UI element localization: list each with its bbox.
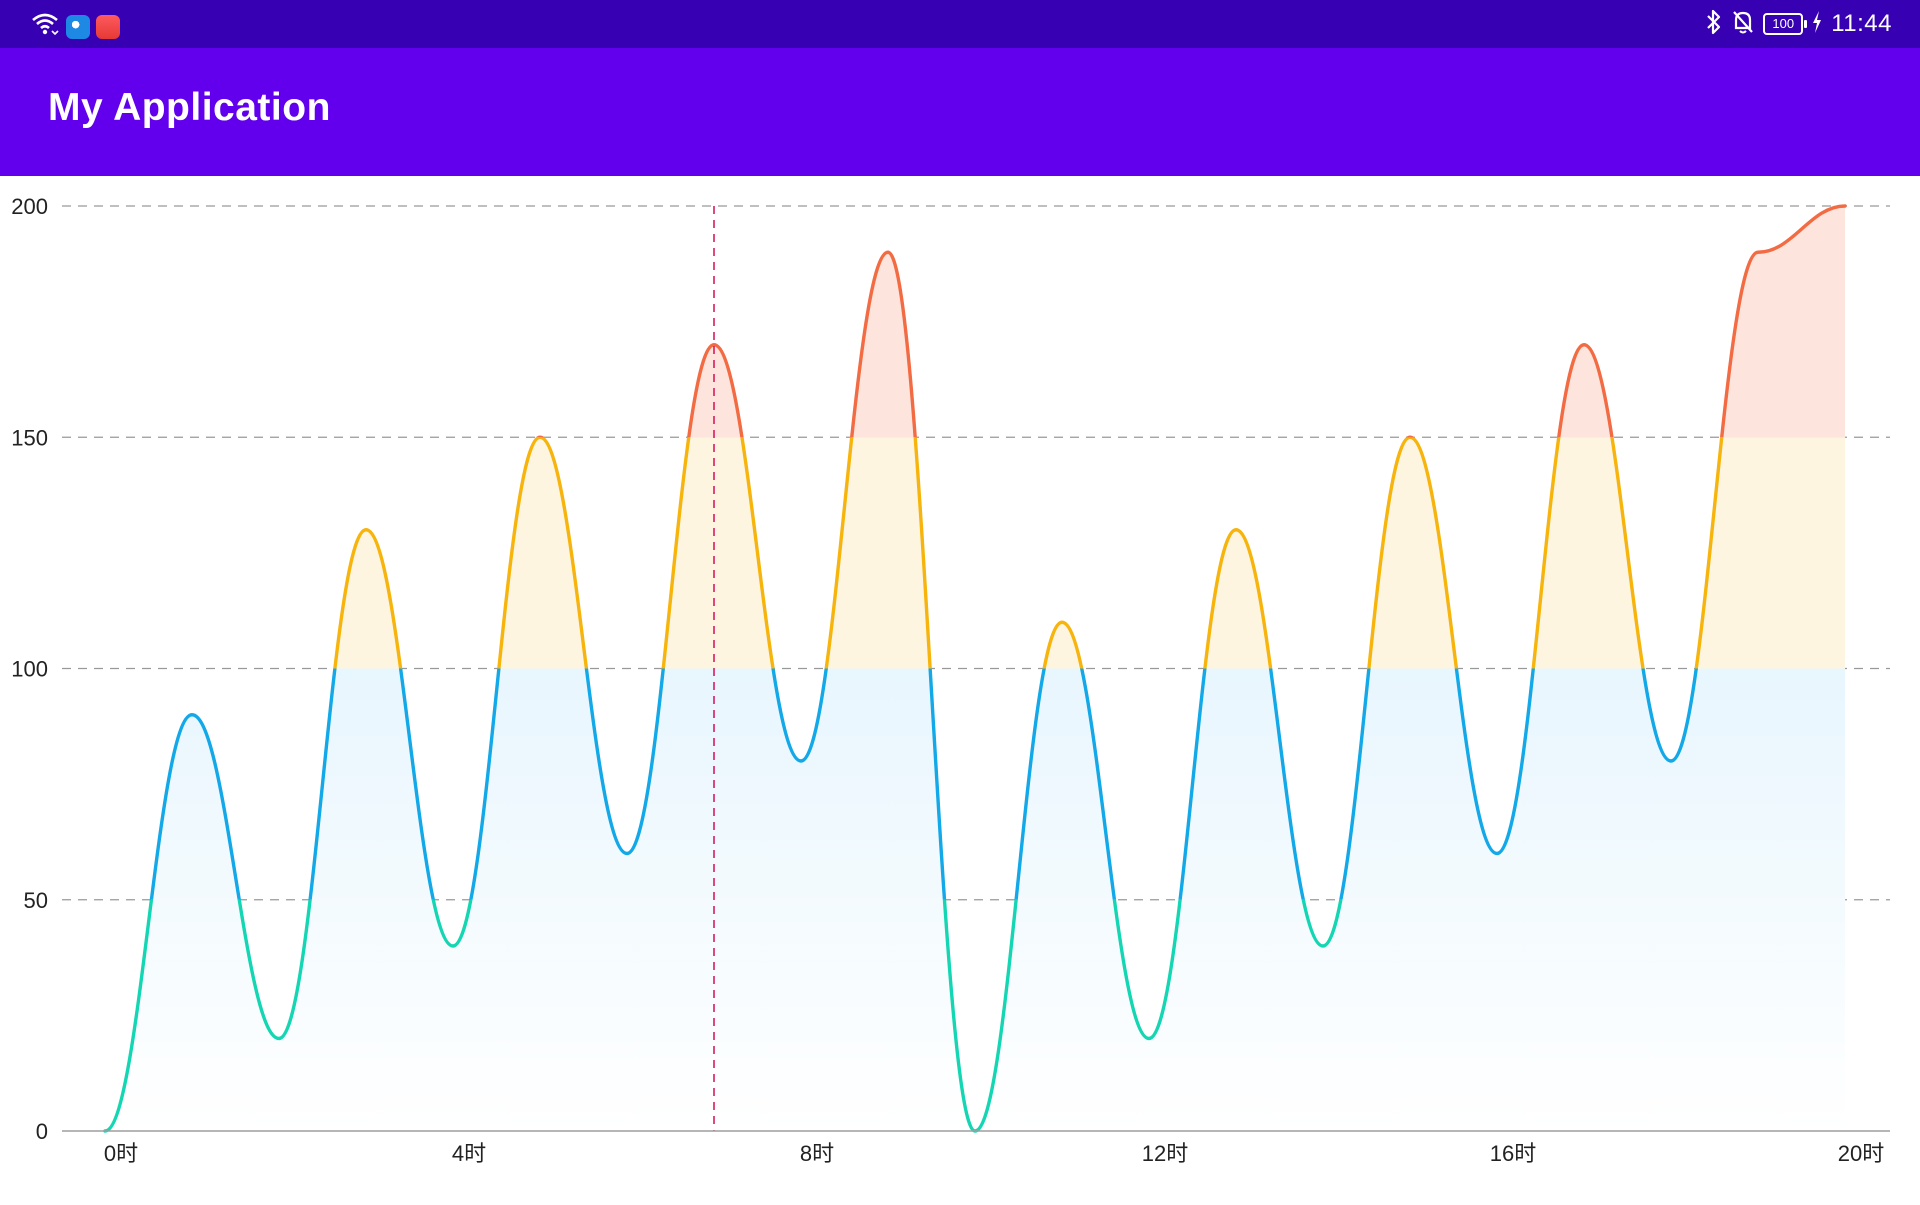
- bluetooth-icon: [1705, 9, 1723, 40]
- app-title: My Application: [48, 86, 331, 129]
- y-tick-label: 50: [24, 888, 48, 913]
- series-line: [103, 204, 1847, 1133]
- status-left-icons: [30, 11, 120, 42]
- bell-off-icon: [1731, 9, 1755, 40]
- series-line-band-1: [103, 899, 1343, 1133]
- x-tick-label: 4时: [452, 1141, 486, 1166]
- x-tick-label: 0时: [104, 1141, 138, 1166]
- charging-icon: [1811, 10, 1823, 39]
- clock: 11:44: [1831, 10, 1892, 37]
- browser-app-icon: [66, 14, 90, 39]
- y-tick-label: 200: [11, 194, 48, 219]
- battery-indicator: 100: [1763, 13, 1808, 35]
- x-tick-label: 12时: [1142, 1141, 1188, 1166]
- x-axis-ticks: 0时 4时 8时 12时 16时 20时: [104, 1141, 1884, 1166]
- y-axis-ticks: 0 50 100 150 200: [11, 194, 48, 1144]
- chart-area[interactable]: 0 50 100 150 200 0时 4时 8时 12时 16时 20时: [0, 176, 1920, 1200]
- x-tick-label: 8时: [800, 1141, 834, 1166]
- y-tick-label: 100: [11, 657, 48, 682]
- y-tick-label: 150: [11, 425, 48, 450]
- status-right-icons: 100 11:44: [1705, 0, 1892, 48]
- wifi-icon: [30, 11, 60, 42]
- status-bar: 100 11:44: [0, 0, 1920, 48]
- x-tick-label: 16时: [1490, 1141, 1536, 1166]
- area-chart[interactable]: 0 50 100 150 200 0时 4时 8时 12时 16时 20时: [0, 176, 1920, 1200]
- y-tick-label: 0: [36, 1119, 48, 1144]
- store-app-icon: [96, 14, 120, 39]
- series-line-band-2: [149, 668, 1698, 900]
- x-tick-label: 20时: [1838, 1141, 1884, 1166]
- app-bar: My Application: [0, 48, 1920, 176]
